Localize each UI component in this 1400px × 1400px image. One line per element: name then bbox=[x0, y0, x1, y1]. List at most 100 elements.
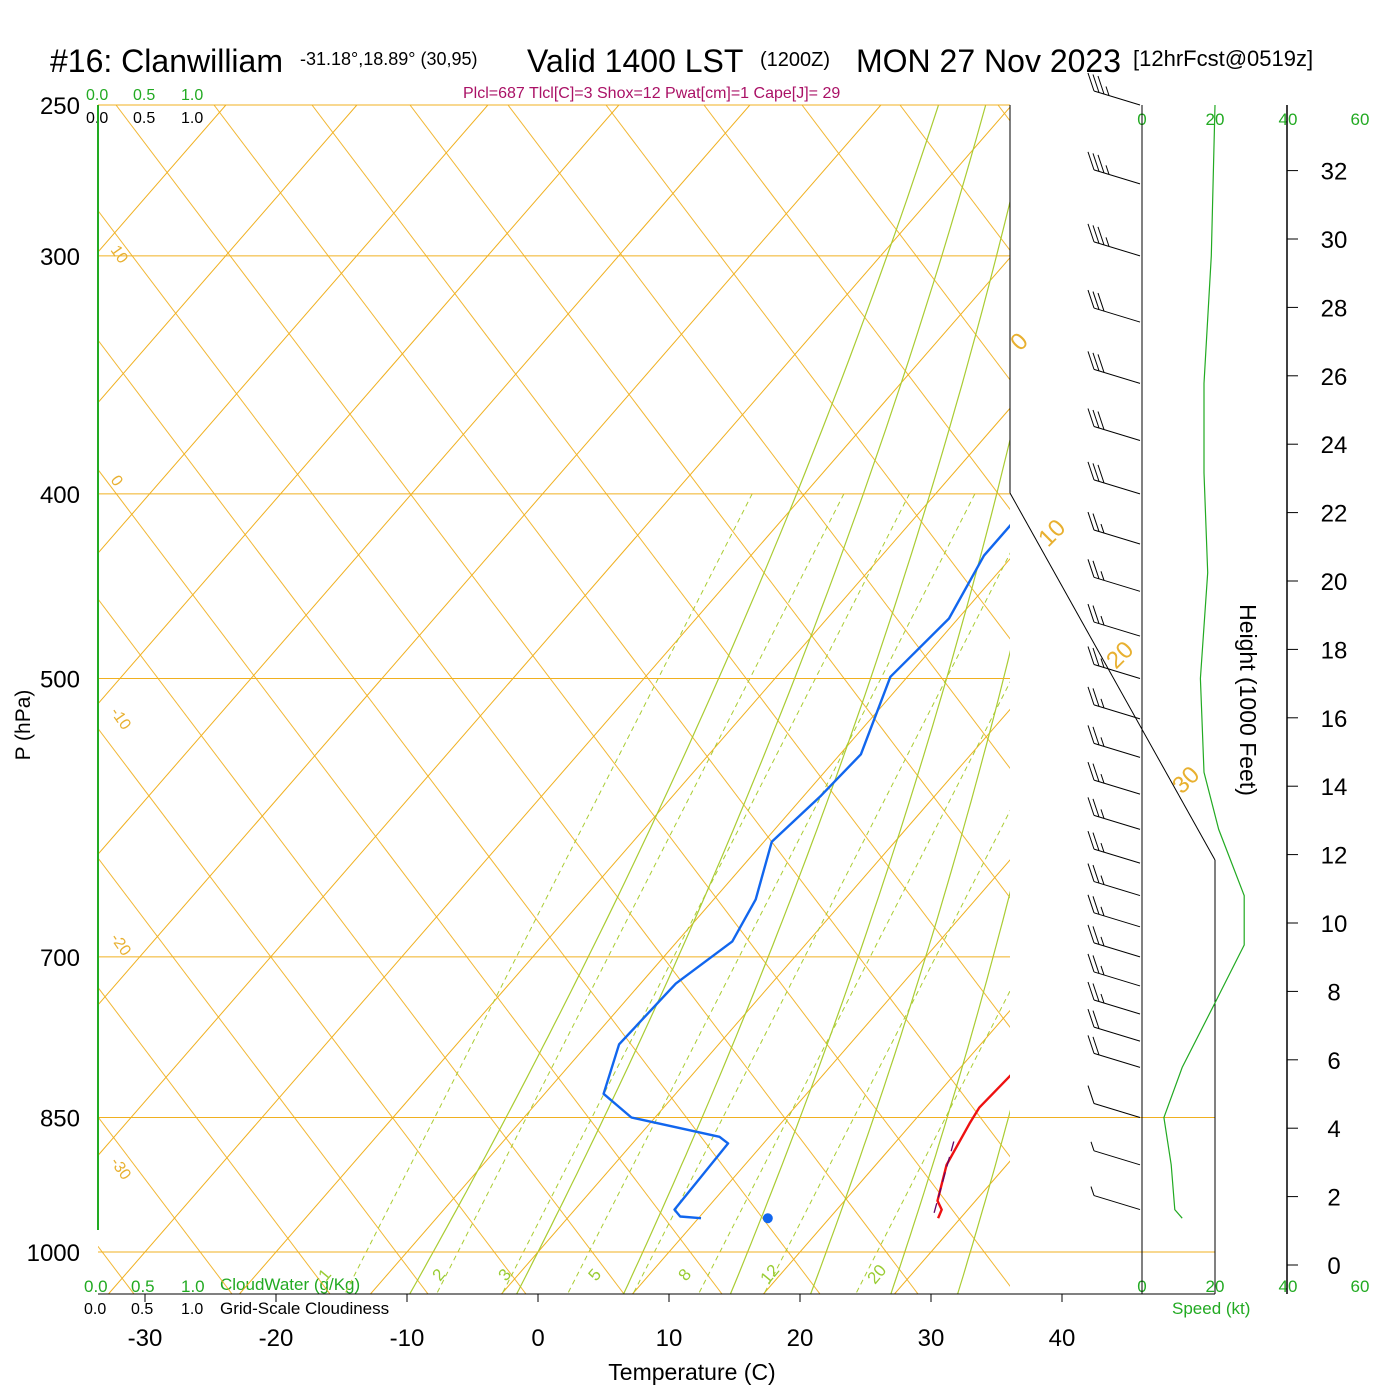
speed-tick-bottom-2: 40 bbox=[1279, 1277, 1298, 1296]
wind-barb bbox=[1087, 761, 1141, 795]
dry-adiabat bbox=[98, 727, 527, 1294]
dry-adiabat bbox=[98, 339, 821, 1294]
wind-barb bbox=[1087, 725, 1141, 758]
moist-adiabat bbox=[809, 649, 1010, 1294]
pressure-label-300: 300 bbox=[40, 244, 80, 271]
wind-barb bbox=[1087, 863, 1141, 897]
height-tick-label: 6 bbox=[1327, 1048, 1340, 1075]
speed-tick-bottom-3: 60 bbox=[1351, 1277, 1370, 1296]
wind-barb bbox=[1087, 924, 1141, 958]
x-tick-label: -10 bbox=[390, 1325, 425, 1352]
speed-tick-top-2: 40 bbox=[1279, 110, 1298, 129]
height-tick-label: 2 bbox=[1327, 1185, 1340, 1212]
cloudwater-tick-top-0: 0.0 bbox=[86, 87, 108, 104]
height-tick-label: 30 bbox=[1321, 227, 1348, 254]
speed-tick-top-3: 60 bbox=[1351, 110, 1370, 129]
profile-layer bbox=[602, 523, 1054, 1224]
wind-barb bbox=[1087, 559, 1141, 592]
mixing-ratio-line bbox=[436, 493, 845, 1293]
temperature-line bbox=[936, 1074, 1010, 1219]
x-tick-label: -30 bbox=[128, 1325, 163, 1352]
height-tick-label: 22 bbox=[1321, 501, 1348, 528]
dry-adiabat bbox=[98, 468, 723, 1294]
grid-layer bbox=[98, 105, 1400, 1294]
title-coords: -31.18°,18.89° (30,95) bbox=[300, 49, 478, 69]
wind-barb bbox=[1087, 351, 1141, 384]
pressure-label-700: 700 bbox=[40, 945, 80, 972]
y-axis-label: P (hPa) bbox=[12, 690, 35, 761]
isotherm-label-top: 0 bbox=[1005, 328, 1034, 357]
mixing-ratio-line bbox=[502, 493, 910, 1293]
moist-adiabat bbox=[409, 105, 940, 1294]
isotherm bbox=[1156, 105, 1400, 1294]
moist-adiabat bbox=[515, 105, 987, 1294]
wind-barb bbox=[1087, 981, 1141, 1015]
dry-adiabat bbox=[1390, 105, 1400, 1294]
wind-barb bbox=[1087, 289, 1141, 323]
dewpoint-line bbox=[602, 523, 1010, 1220]
dry-adiabat bbox=[1292, 105, 1400, 1294]
wind-barb bbox=[1087, 797, 1141, 830]
dry-adiabat bbox=[409, 105, 1010, 899]
isotherm-label-left: 10 bbox=[107, 243, 131, 267]
dry-adiabat bbox=[801, 105, 1010, 381]
mixing-ratio-line bbox=[567, 493, 976, 1293]
x-tick-label: -20 bbox=[259, 1325, 294, 1352]
cloudwater-tick-bottom-2: 1.0 bbox=[181, 1277, 205, 1296]
wind-barb bbox=[1087, 1008, 1141, 1042]
dry-adiabat bbox=[98, 598, 625, 1294]
isotherm-label-left: -20 bbox=[107, 931, 134, 960]
cloudiness-tick-top-1: 0.5 bbox=[133, 110, 155, 127]
cloudiness-tick-top-2: 1.0 bbox=[181, 110, 203, 127]
isotherm bbox=[98, 106, 1010, 1157]
isotherm bbox=[501, 708, 1010, 1294]
isotherm bbox=[98, 105, 358, 404]
wind-barb bbox=[1087, 461, 1141, 495]
cloudwater-tick-bottom-0: 0.0 bbox=[84, 1277, 108, 1296]
mixing-ratio-label: 5 bbox=[585, 1265, 606, 1284]
title-forecast: [12hrFcst@0519z] bbox=[1133, 46, 1313, 71]
cloudiness-tick-bottom-2: 1.0 bbox=[181, 1301, 203, 1318]
wind-layer bbox=[1087, 72, 1245, 1219]
title-utc: (1200Z) bbox=[760, 49, 830, 71]
pressure-label-1000: 1000 bbox=[27, 1240, 80, 1267]
isotherm bbox=[98, 105, 882, 1006]
wind-barb bbox=[1087, 1035, 1141, 1068]
wind-barb bbox=[1090, 1141, 1141, 1166]
wind-barb bbox=[1087, 603, 1141, 637]
pressure-label-400: 400 bbox=[40, 482, 80, 509]
wind-barb bbox=[1090, 1186, 1141, 1211]
frame-layer bbox=[97, 104, 1298, 1302]
x-tick-label: 40 bbox=[1049, 1325, 1076, 1352]
parcel-line bbox=[932, 1141, 955, 1217]
x-tick-label: 20 bbox=[787, 1325, 814, 1352]
isotherm bbox=[632, 859, 1010, 1294]
height-connector bbox=[1009, 492, 1216, 861]
isotherm-label-left: 0 bbox=[107, 473, 126, 490]
wind-barb bbox=[1087, 151, 1141, 185]
cloudwater-label: CloudWater (g/Kg) bbox=[220, 1275, 360, 1294]
moist-adiabat bbox=[729, 437, 1010, 1294]
cloudiness-tick-bottom-0: 0.0 bbox=[84, 1301, 106, 1318]
height-tick-label: 32 bbox=[1321, 159, 1348, 186]
height-tick-label: 12 bbox=[1321, 843, 1348, 870]
isotherm-label-top: 30 bbox=[1167, 761, 1205, 799]
wind-barb bbox=[1087, 953, 1141, 987]
isotherm-label-left: -10 bbox=[107, 705, 134, 734]
isotherm bbox=[370, 558, 1010, 1294]
wind-barb bbox=[1087, 894, 1141, 928]
x-tick-label: 10 bbox=[656, 1325, 683, 1352]
height-tick-label: 0 bbox=[1327, 1253, 1340, 1280]
isotherm bbox=[239, 407, 1010, 1294]
height-tick-label: 18 bbox=[1321, 637, 1348, 664]
pressure-label-250: 250 bbox=[40, 93, 80, 120]
surface-temperature-marker bbox=[1044, 1213, 1054, 1223]
height-tick-label: 8 bbox=[1327, 979, 1340, 1006]
title-valid: Valid 1400 LST bbox=[527, 43, 743, 79]
wind-barb bbox=[1087, 72, 1141, 106]
wind-barb bbox=[1087, 646, 1141, 679]
isotherm bbox=[98, 105, 489, 554]
